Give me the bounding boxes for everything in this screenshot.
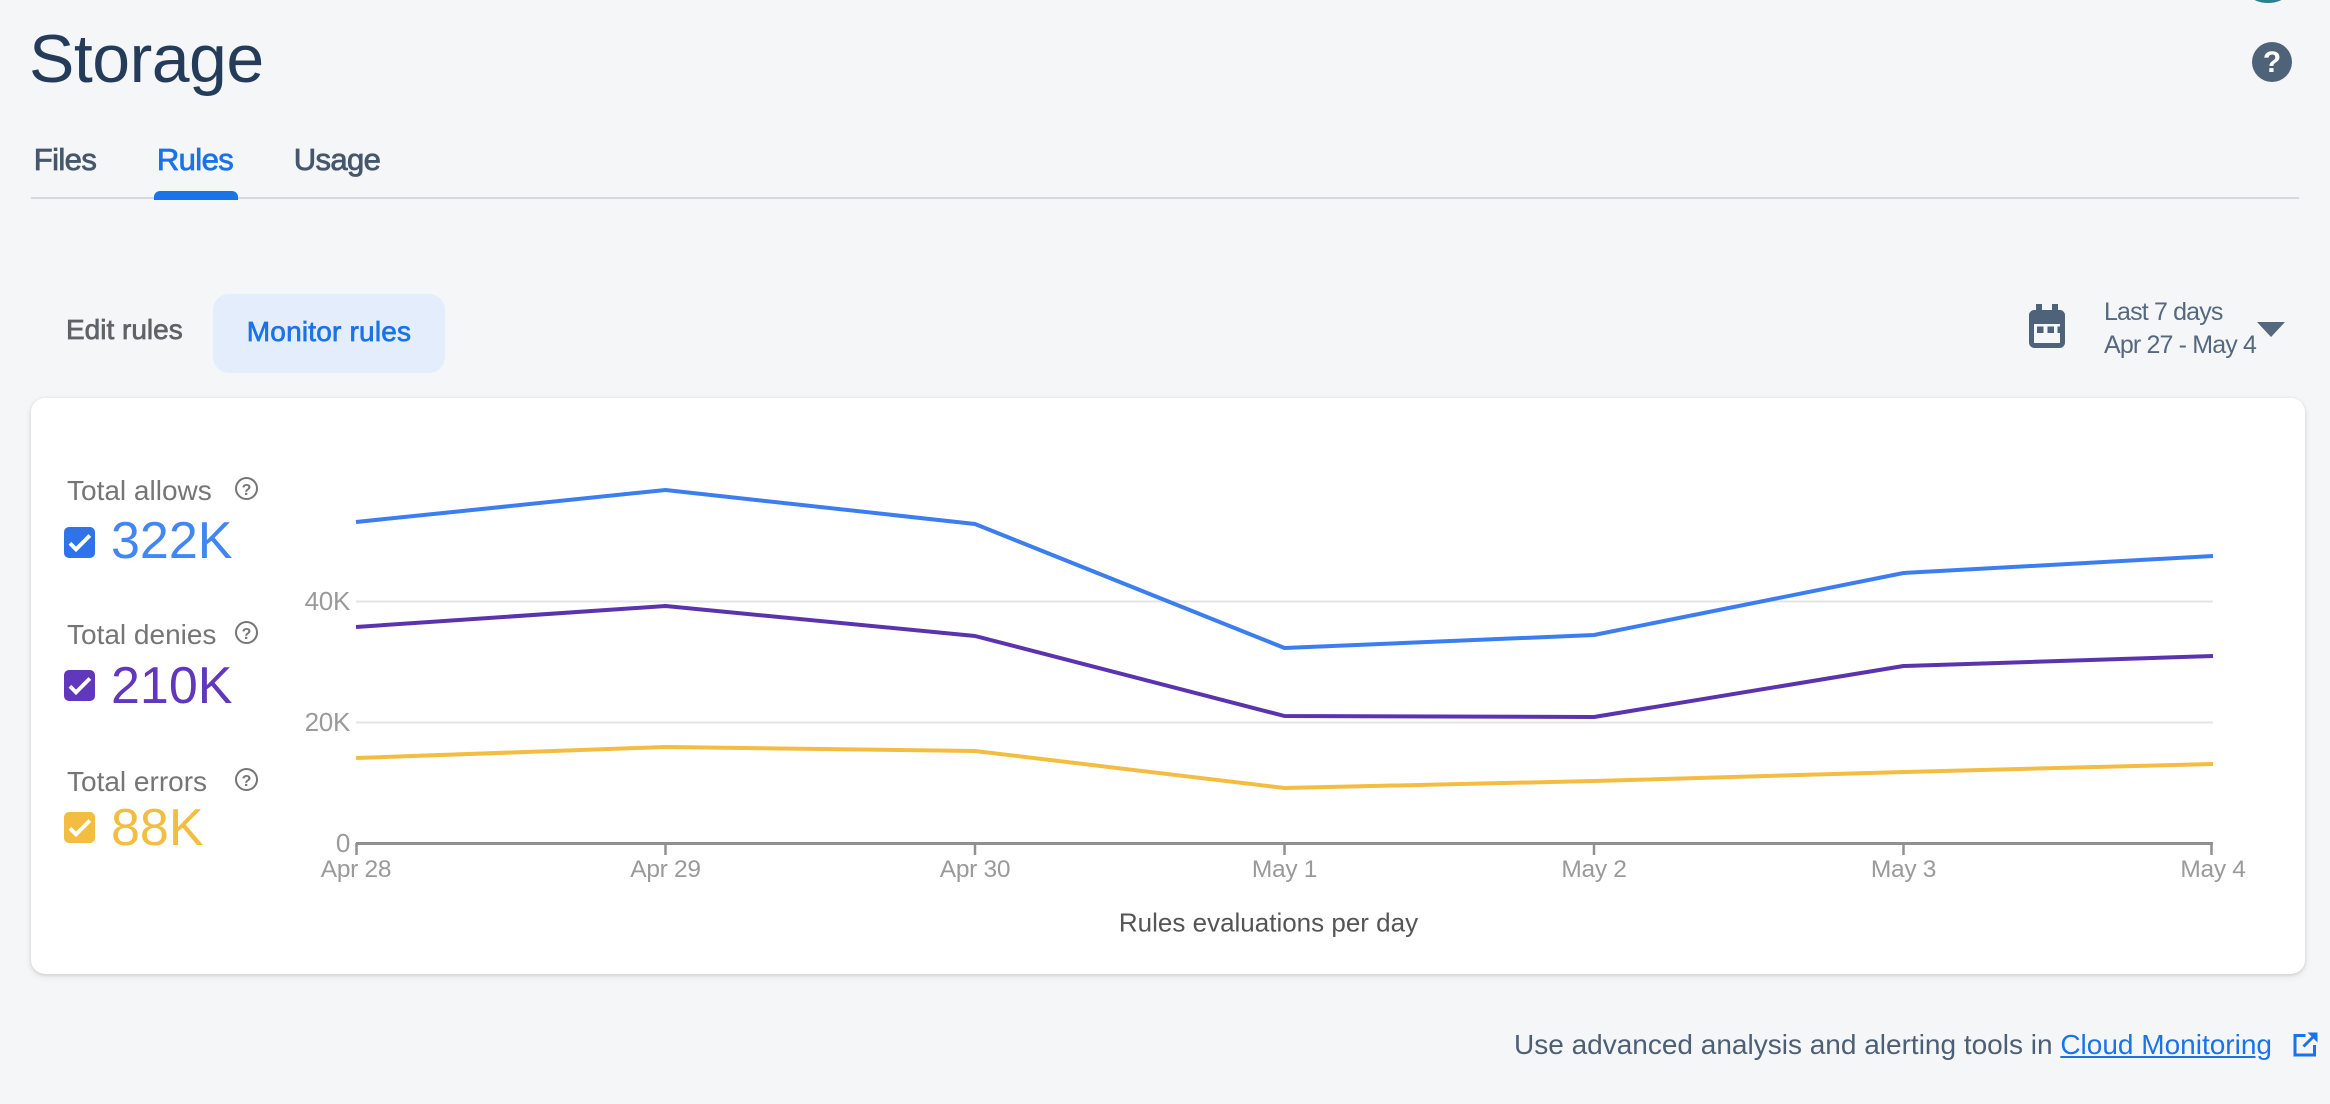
svg-text:May 2: May 2 [1561, 856, 1626, 883]
svg-text:Rules evaluations per day: Rules evaluations per day [1119, 908, 1418, 938]
svg-text:40K: 40K [305, 586, 351, 616]
svg-text:Apr 28: Apr 28 [321, 856, 391, 883]
svg-text:Apr 30: Apr 30 [940, 856, 1010, 883]
svg-text:Apr 29: Apr 29 [630, 856, 700, 883]
svg-text:20K: 20K [305, 707, 351, 737]
svg-text:0: 0 [336, 828, 350, 858]
svg-text:May 3: May 3 [1871, 856, 1936, 883]
svg-text:May 1: May 1 [1252, 856, 1317, 883]
svg-text:May 4: May 4 [2180, 856, 2245, 883]
